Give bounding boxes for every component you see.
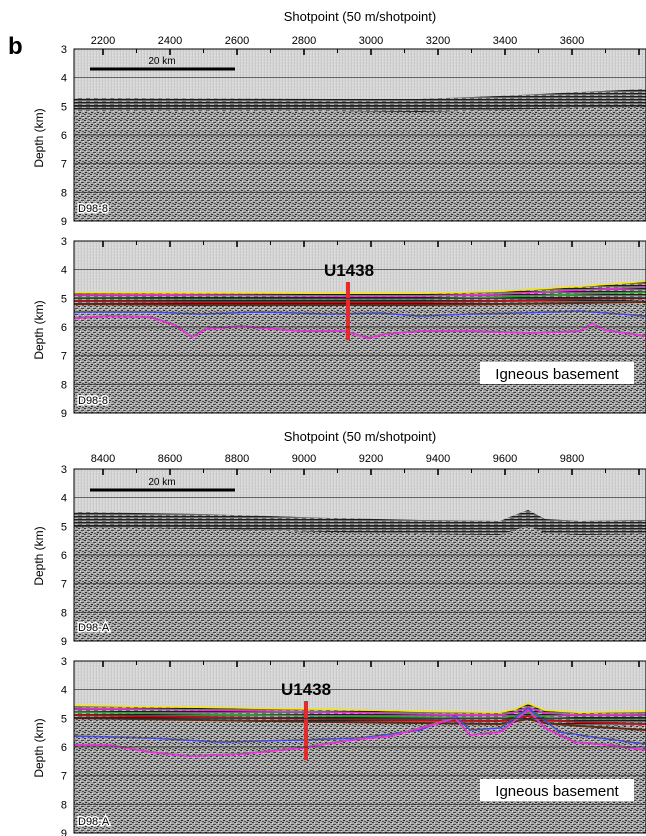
shotpoint-tick-label: 2800 (292, 35, 316, 47)
shotpoint-tick-label: 9800 (560, 453, 584, 465)
basement-label-box (480, 779, 634, 801)
depth-tick-label: 5 (61, 293, 67, 305)
depth-tick-label: 6 (61, 322, 67, 334)
scale-bar-label: 20 km (148, 477, 175, 488)
shotpoint-ticks-bottom: 8400 8600 8800 9000 9200 9400 9600 9800 (91, 453, 584, 465)
depth-tick-label: 9 (61, 216, 67, 228)
shotpoint-tick-label: 3200 (426, 35, 450, 47)
seismic-line-name: D98-A (78, 622, 110, 634)
scale-bar: 20 km (90, 56, 235, 71)
scale-bar: 20 km (90, 477, 235, 492)
depth-axis-title: Depth (km) (32, 718, 46, 777)
basement-label: Igneous basement (495, 783, 619, 800)
depth-tick-label: 4 (61, 265, 67, 277)
shotpoint-tick-label: 8400 (91, 453, 115, 465)
shotpoint-tick-label: 9600 (493, 453, 517, 465)
depth-tick-label: 4 (61, 685, 67, 697)
depth-tick-label: 7 (61, 579, 67, 591)
shotpoint-tick-label: 3000 (359, 35, 383, 47)
depth-tick-label: 3 (61, 44, 67, 56)
depth-tick-label: 6 (61, 130, 67, 142)
depth-tick-label: 8 (61, 187, 67, 199)
depth-tick-label: 9 (61, 408, 67, 420)
depth-tick-label: 3 (61, 464, 67, 476)
shotpoint-tick-label: 8800 (225, 453, 249, 465)
depth-tick-label: 3 (61, 656, 67, 668)
shotpoint-tick-label: 9000 (292, 453, 316, 465)
panel-label: b (8, 33, 23, 60)
shotpoint-tick-label: 2600 (225, 35, 249, 47)
basement-label: Igneous basement (495, 366, 619, 383)
seismic-line-name: D98-8 (78, 203, 108, 215)
shotpoint-tick-label: 9400 (426, 453, 450, 465)
depth-tick-label: 8 (61, 607, 67, 619)
shotpoint-tick-label: 2400 (158, 35, 182, 47)
shotpoint-tick-label: 2200 (91, 35, 115, 47)
depth-grid: 3 4 5 6 7 8 9 3 4 5 6 7 8 9 3 4 5 6 7 8 9 3 4 5 6 7 8 9 (61, 44, 646, 836)
depth-tick-label: 8 (61, 379, 67, 391)
depth-tick-label: 8 (61, 799, 67, 811)
shotpoint-tick-label: 3600 (560, 35, 584, 47)
depth-tick-label: 4 (61, 73, 67, 85)
depth-tick-label: 5 (61, 713, 67, 725)
shotpoint-axis-title-bottom: Shotpoint (50 m/shotpoint) (284, 429, 436, 444)
basement-label-box (480, 362, 634, 384)
shotpoint-ticks-top: 2200 2400 2600 2800 3000 3200 3400 3600 (91, 35, 584, 47)
seismic-line-name: D98-8 (78, 395, 108, 407)
seismic-line-name: D98-A (78, 816, 110, 828)
depth-tick-label: 9 (61, 828, 67, 836)
depth-tick-label: 5 (61, 521, 67, 533)
shotpoint-tick-label: 3400 (493, 35, 517, 47)
depth-tick-label: 9 (61, 636, 67, 648)
depth-tick-label: 6 (61, 550, 67, 562)
shotpoint-tick-label: 8600 (158, 453, 182, 465)
depth-tick-label: 7 (61, 771, 67, 783)
depth-axis-title: Depth (km) (32, 300, 46, 359)
depth-tick-label: 7 (61, 159, 67, 171)
depth-tick-label: 7 (61, 351, 67, 363)
shotpoint-tick-label: 9200 (359, 453, 383, 465)
scale-bar-label: 20 km (148, 56, 175, 67)
depth-tick-label: 5 (61, 101, 67, 113)
depth-axis-title: Depth (km) (32, 526, 46, 585)
shotpoint-axis-title-top: Shotpoint (50 m/shotpoint) (284, 9, 436, 24)
depth-tick-label: 6 (61, 742, 67, 754)
depth-axis-title: Depth (km) (32, 108, 46, 167)
depth-tick-label: 4 (61, 493, 67, 505)
depth-tick-label: 3 (61, 236, 67, 248)
site-label: U1438 (324, 261, 374, 280)
